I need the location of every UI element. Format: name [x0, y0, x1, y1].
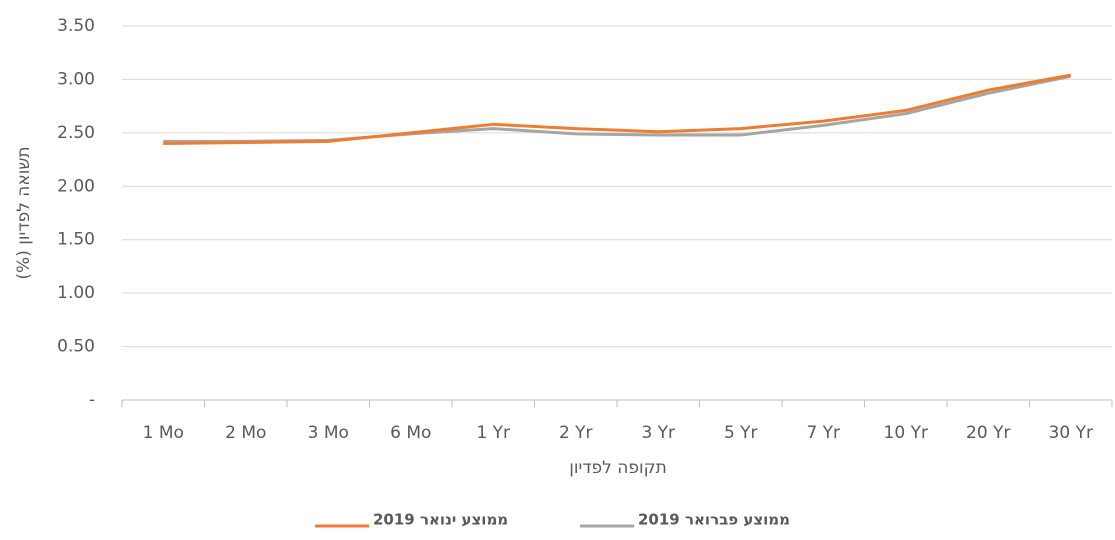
- x-tick-label: 3 Mo: [308, 423, 349, 443]
- x-tick-label: 1 Yr: [476, 423, 510, 443]
- x-tick-label: 6 Mo: [390, 423, 431, 443]
- x-tick-label: 1 Mo: [143, 423, 184, 443]
- x-tick-label: 7 Yr: [806, 423, 840, 443]
- x-tick-label: 10 Yr: [884, 423, 928, 443]
- legend-label: ממוצע פברואר 2019: [638, 511, 790, 529]
- x-tick-label: 5 Yr: [724, 423, 758, 443]
- y-tick-label: -: [89, 390, 95, 410]
- y-tick-label: 2.00: [57, 176, 95, 196]
- y-tick-label: 2.50: [57, 123, 95, 143]
- y-tick-label: 3.50: [57, 16, 95, 36]
- y-tick-label: 0.50: [57, 337, 95, 357]
- x-tick-label: 3 Yr: [641, 423, 675, 443]
- x-tick-label: 20 Yr: [966, 423, 1010, 443]
- line-series: [163, 73, 1072, 146]
- y-tick-label: 1.00: [57, 283, 95, 303]
- legend-label: ממוצע ינואר 2019: [373, 511, 508, 529]
- y-axis-label: תשואה לפדיון (%): [14, 146, 34, 279]
- y-tick-label: 3.00: [57, 69, 95, 89]
- x-tick-label: 2 Yr: [559, 423, 593, 443]
- x-tick-label: 30 Yr: [1049, 423, 1093, 443]
- x-tick-label: 2 Mo: [225, 423, 266, 443]
- y-tick-label: 1.50: [57, 230, 95, 250]
- x-axis-label: תקופה לפדיון: [569, 458, 667, 478]
